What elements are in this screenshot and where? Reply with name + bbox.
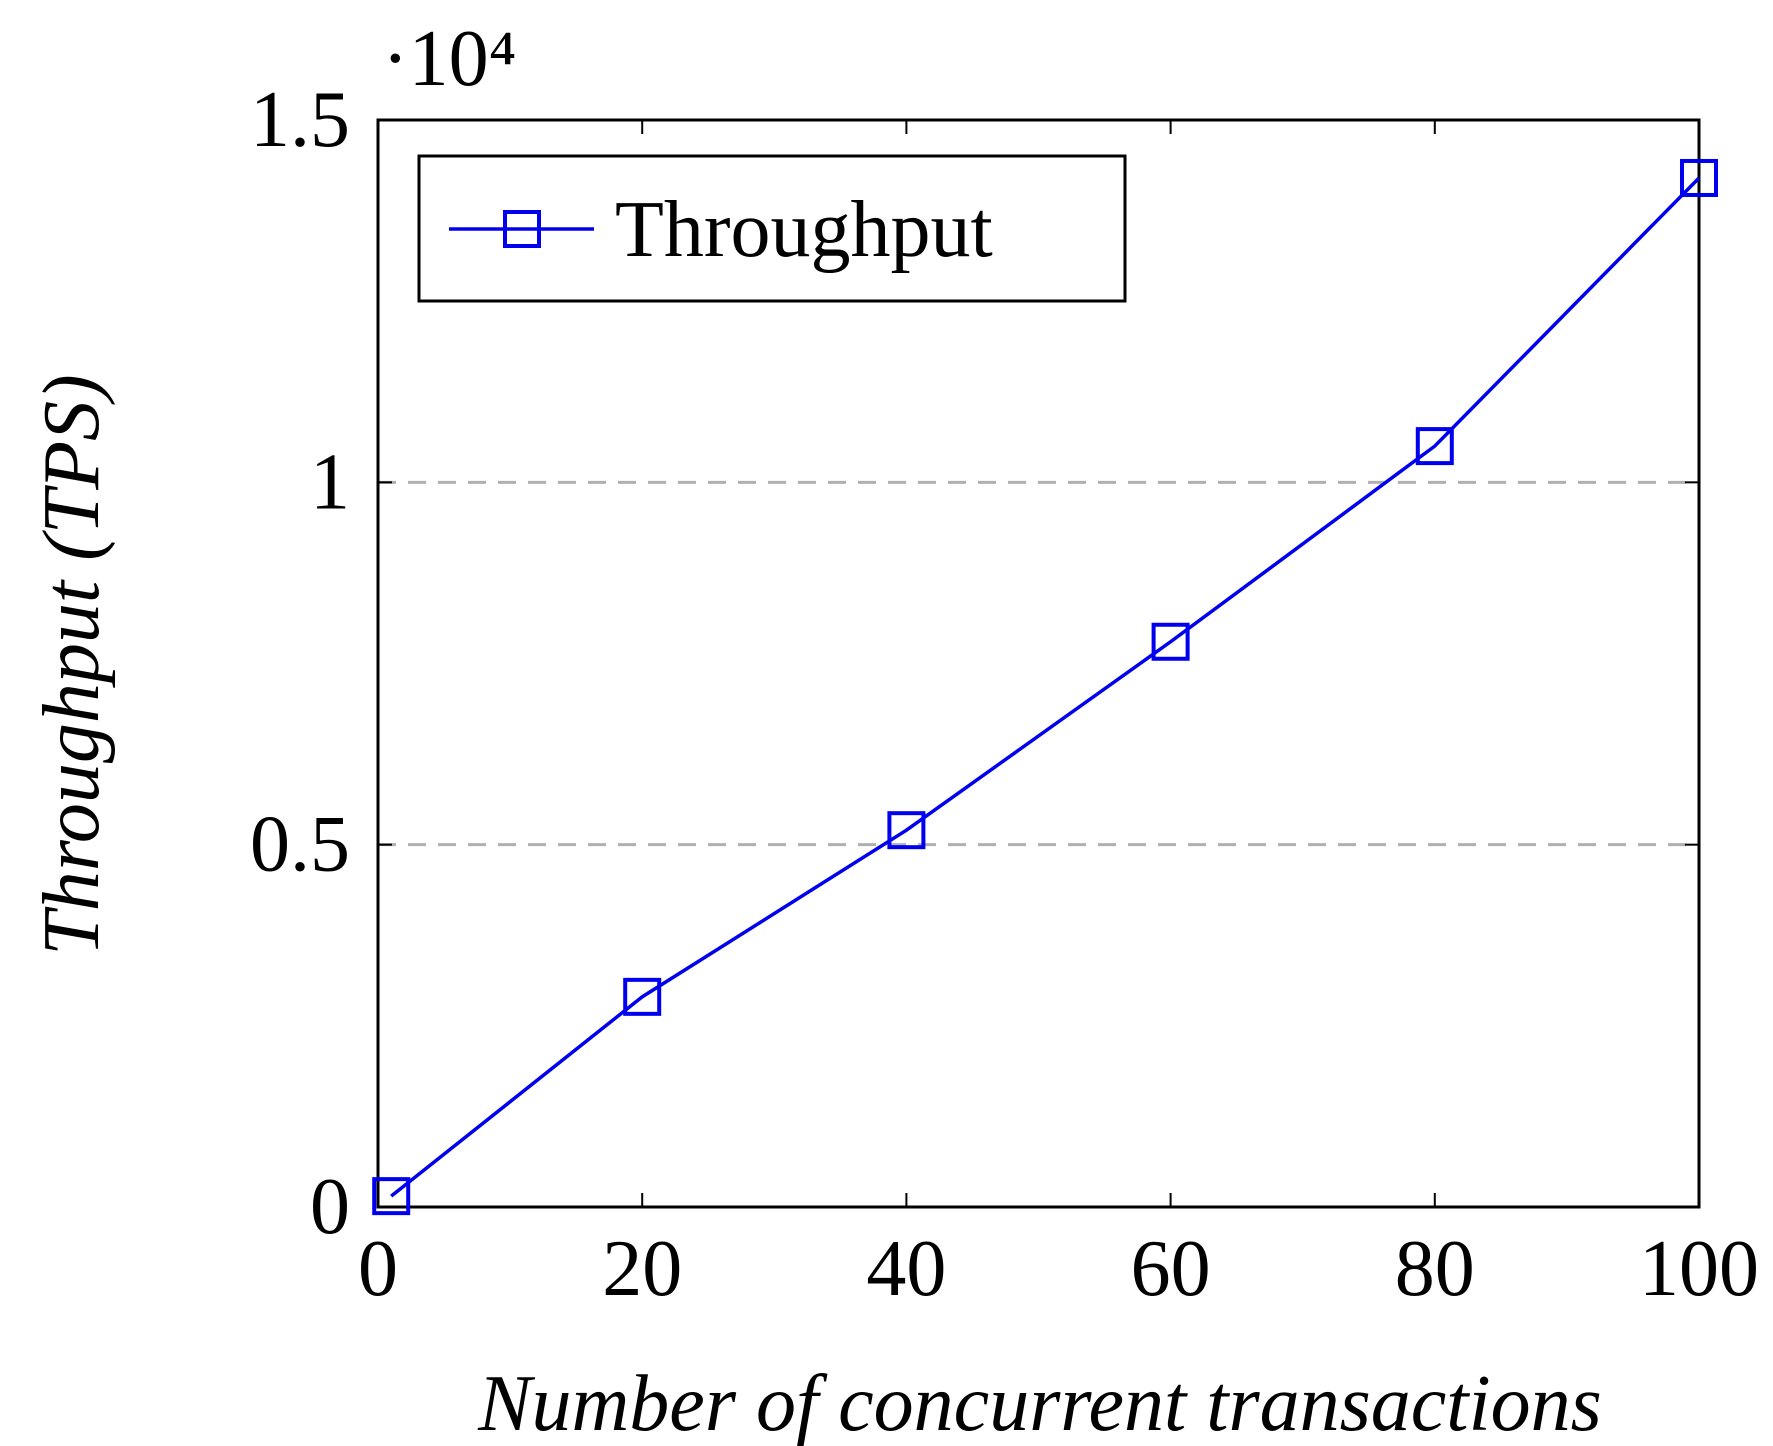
data-point	[1680, 158, 1718, 197]
x-tick-label: 40	[866, 1225, 946, 1313]
data-point	[372, 1177, 411, 1216]
x-tick-label: 0	[358, 1225, 398, 1313]
data-point	[1415, 427, 1454, 466]
x-tick-label: 60	[1131, 1225, 1211, 1313]
x-tick-label: 100	[1639, 1225, 1759, 1313]
series-line	[390, 176, 1701, 1198]
plot-frame	[376, 118, 1701, 1209]
data-point	[1151, 622, 1190, 661]
y-tick-label: 1	[310, 438, 350, 526]
y-tick-label: 0	[310, 1163, 350, 1251]
legend-label: Throughput	[615, 186, 993, 274]
y-axis-label: Throughput (TPS)	[28, 374, 116, 956]
y-tick-multiplier: ·10⁴	[382, 15, 517, 103]
x-tick-label: 20	[602, 1225, 682, 1313]
y-tick-label: 1.5	[250, 76, 350, 164]
data-point	[887, 811, 926, 850]
x-axis-label: Number of concurrent transactions	[477, 1360, 1602, 1446]
legend-marker	[503, 210, 541, 248]
x-tick-label: 80	[1395, 1225, 1475, 1313]
data-point	[623, 977, 662, 1016]
y-tick-label: 0.5	[250, 801, 350, 889]
